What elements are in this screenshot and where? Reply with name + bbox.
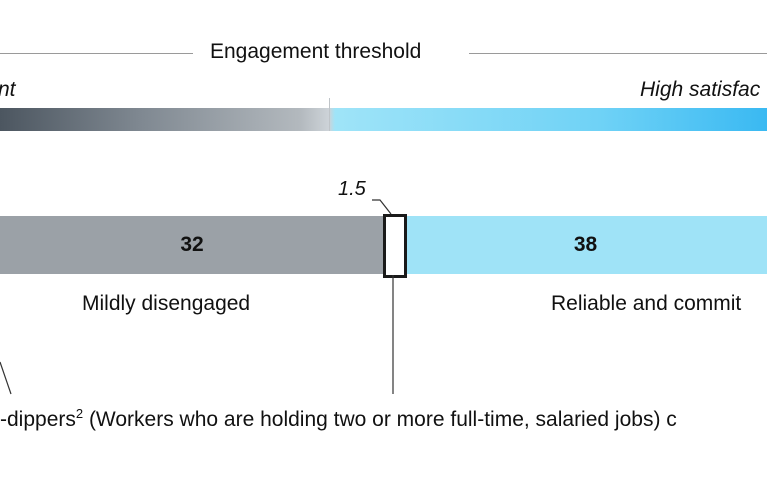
- footnote-prefix: -dippers: [0, 408, 76, 431]
- label-reliable-committed: Reliable and commit: [551, 292, 742, 315]
- segment-value-38: 38: [573, 233, 598, 256]
- segment-value-32: 32: [180, 233, 204, 256]
- threshold-rule-right: [469, 53, 767, 54]
- satisfaction-gradient-bar: [0, 108, 767, 131]
- segment-mildly-disengaged: 32: [0, 216, 384, 274]
- segment-double-dippers-box: [383, 214, 407, 278]
- footnote-leader-left: [0, 361, 12, 395]
- threshold-rule-left: [0, 53, 193, 54]
- label-mildly-disengaged: Mildly disengaged: [82, 292, 251, 315]
- threshold-label: Engagement threshold: [210, 40, 422, 63]
- low-end-label: nt: [0, 78, 16, 101]
- threshold-tick: [329, 98, 330, 131]
- footnote-superscript: 2: [75, 406, 84, 421]
- footnote-text: -dippers2 (Workers who are holding two o…: [0, 406, 677, 432]
- footnote-suffix: (Workers who are holding two or more ful…: [83, 408, 677, 431]
- high-end-label: High satisfac: [640, 78, 761, 101]
- segment-reliable-committed: 38: [404, 216, 767, 274]
- callout-value: 1.5: [338, 178, 366, 200]
- callout-leader-top: [372, 199, 392, 215]
